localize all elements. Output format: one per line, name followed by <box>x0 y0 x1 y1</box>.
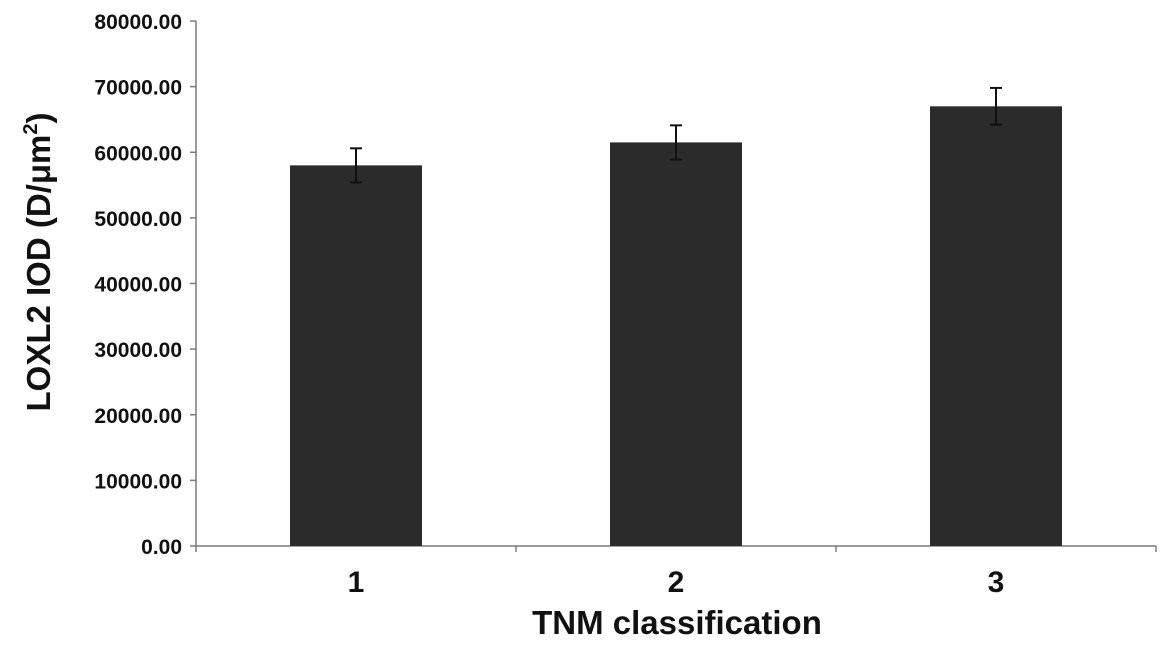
y-tick-label: 0.00 <box>141 536 182 559</box>
y-tick-label: 70000.00 <box>94 77 182 100</box>
x-tick-label: 2 <box>668 566 685 599</box>
bar-3 <box>930 106 1062 546</box>
y-axis-title: LOXL2 IOD (D/μm2) <box>20 113 57 412</box>
x-tick-label: 1 <box>348 566 365 599</box>
y-tick-label: 80000.00 <box>94 11 182 34</box>
x-axis-title: TNM classification <box>532 604 822 641</box>
plot-area: 0.00 10000.00 20000.00 30000.00 40000.00 5000… <box>94 11 1157 599</box>
x-tick-label: 3 <box>988 566 1005 599</box>
y-tick-label: 40000.00 <box>94 274 182 297</box>
bar-2 <box>610 142 742 546</box>
y-tick-label: 30000.00 <box>94 339 182 362</box>
y-tick-label: 10000.00 <box>94 470 182 493</box>
y-tick-label: 50000.00 <box>94 208 182 231</box>
y-tick-label: 60000.00 <box>94 142 182 165</box>
y-tick-label: 20000.00 <box>94 405 182 428</box>
bar-1 <box>290 165 422 546</box>
